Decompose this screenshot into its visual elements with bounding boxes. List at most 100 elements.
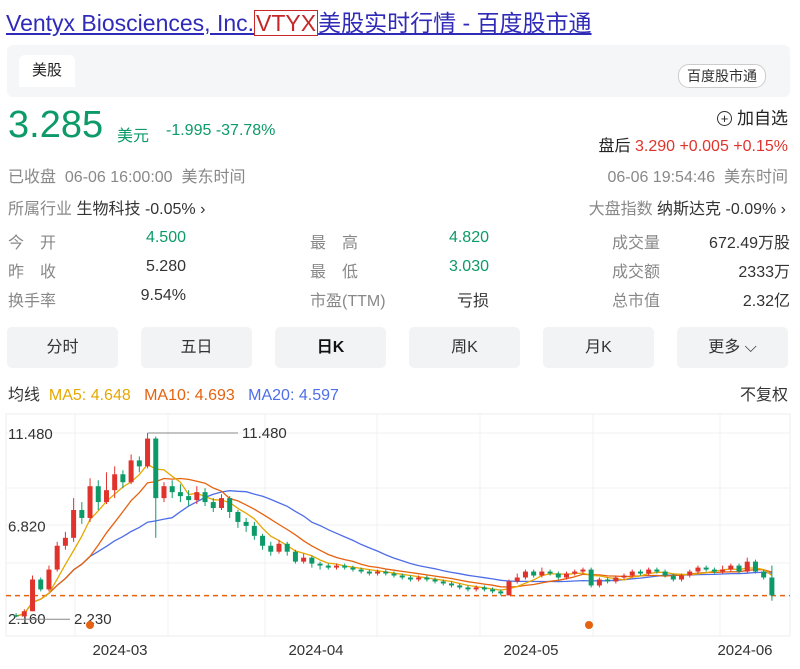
candle-body [243,521,249,526]
stat-label: 今 开 [8,235,57,252]
candle-body [87,486,93,518]
event-marker [585,621,593,629]
candle-body [153,438,159,499]
candle-body [342,565,348,568]
after-hours-time: 06-06 19:54:46 美东时间 [607,169,788,186]
candle-body [752,561,758,572]
candle-body [366,571,372,574]
stat-label: 最 低 [310,264,359,281]
candle-body [416,577,422,580]
stat-value: 3.030 [448,258,489,275]
candle-body [629,571,635,576]
industry-link[interactable]: 所属行业 生物科技 -0.05% › [8,201,206,218]
adjust-toggle[interactable]: 不复权 [739,387,788,404]
candle-body [54,545,60,570]
x-tick-label: 2024-06 [717,642,772,659]
market-status: 已收盘 06-06 16:00:00 美东时间 [8,169,246,186]
candle-body [120,474,126,483]
candle-body [186,496,192,501]
candle-body [646,569,652,574]
candle-body [711,569,717,572]
add-watchlist-button[interactable]: + 加自选 [717,104,788,129]
market-header-card: 美股 百度股市通 [7,45,790,97]
candle-body [71,510,77,538]
tab-five-day[interactable]: 五日 [141,327,252,368]
candle-body [679,575,685,580]
candle-body [350,567,356,570]
tab-weekly-k[interactable]: 周K [409,327,520,368]
candle-body [358,569,364,572]
candle-body [103,490,109,503]
candle-body [177,492,183,497]
candle-body [761,571,767,578]
price-unit: 美元 [117,128,150,145]
min-price-label: 2.230 [74,611,112,628]
candle-body [62,537,68,546]
candle-body [30,579,36,612]
stat-label: 成交量 [612,235,661,252]
baidu-stock-pill[interactable]: 百度股市通 [678,64,766,88]
candle-body [440,581,446,584]
ma10-line [15,477,773,617]
page-title[interactable]: Ventyx Biosciences, Inc.VTYX美股实时行情 - 百度股… [6,10,592,36]
stat-label: 换手率 [8,293,57,310]
candle-body [555,573,561,578]
candle-body [662,571,668,576]
candle-body [547,571,553,574]
candle-body [728,565,734,570]
ma-legend: 均线 MA5: 4.648 MA10: 4.693 MA20: 4.597 [8,381,339,405]
ma5-value: MA5: 4.648 [48,387,131,404]
stat-value: 672.49万股 [709,235,790,252]
candle-body [391,573,397,576]
x-tick-label: 2024-04 [288,642,343,659]
ma20-line [15,490,772,617]
ma5-line [15,463,773,617]
candle-body [588,569,594,586]
candle-body [720,569,726,572]
tab-monthly-k[interactable]: 月K [543,327,654,368]
index-link[interactable]: 大盘指数 纳斯达克 -0.09% › [588,201,786,218]
candle-body [613,577,619,582]
candle-body [128,460,134,483]
candle-body [21,611,27,617]
event-marker [86,621,94,629]
candle-body [539,571,545,576]
candle-body [514,577,520,582]
candle-body [564,573,570,578]
candle-body [522,571,528,578]
candle-body [481,587,487,590]
candle-body [703,567,709,570]
candle-body [145,438,151,467]
candle-body [531,571,537,576]
tab-intraday[interactable]: 分时 [7,327,118,368]
chevron-right-icon: › [780,201,786,218]
stat-label: 市盈(TTM) [310,293,386,310]
candle-body [227,498,233,513]
price-change: -1.995 -37.78% [166,122,276,139]
candle-body [399,575,405,578]
candle-body [169,486,175,493]
stat-value: 亏损 [456,293,489,310]
stat-value: 2333万 [738,264,790,281]
candle-body [769,577,775,596]
candle-body [580,569,586,572]
tab-us-stocks[interactable]: 美股 [19,55,75,87]
candle-body [292,551,298,562]
candle-body [95,486,101,503]
tab-more[interactable]: 更多 ⌵ [677,327,788,368]
candle-body [194,492,200,501]
stat-label: 昨 收 [8,264,57,281]
candle-body [695,567,701,572]
candle-body [654,569,660,572]
candle-body [375,571,381,574]
stat-value: 2.32亿 [742,293,790,310]
candle-body [13,615,19,617]
stat-label: 总市值 [612,293,661,310]
candle-body [605,579,611,582]
candle-body [670,575,676,580]
candle-body [490,589,496,592]
candle-body [687,571,693,576]
candle-body [161,486,167,499]
tab-daily-k[interactable]: 日K [275,327,386,368]
